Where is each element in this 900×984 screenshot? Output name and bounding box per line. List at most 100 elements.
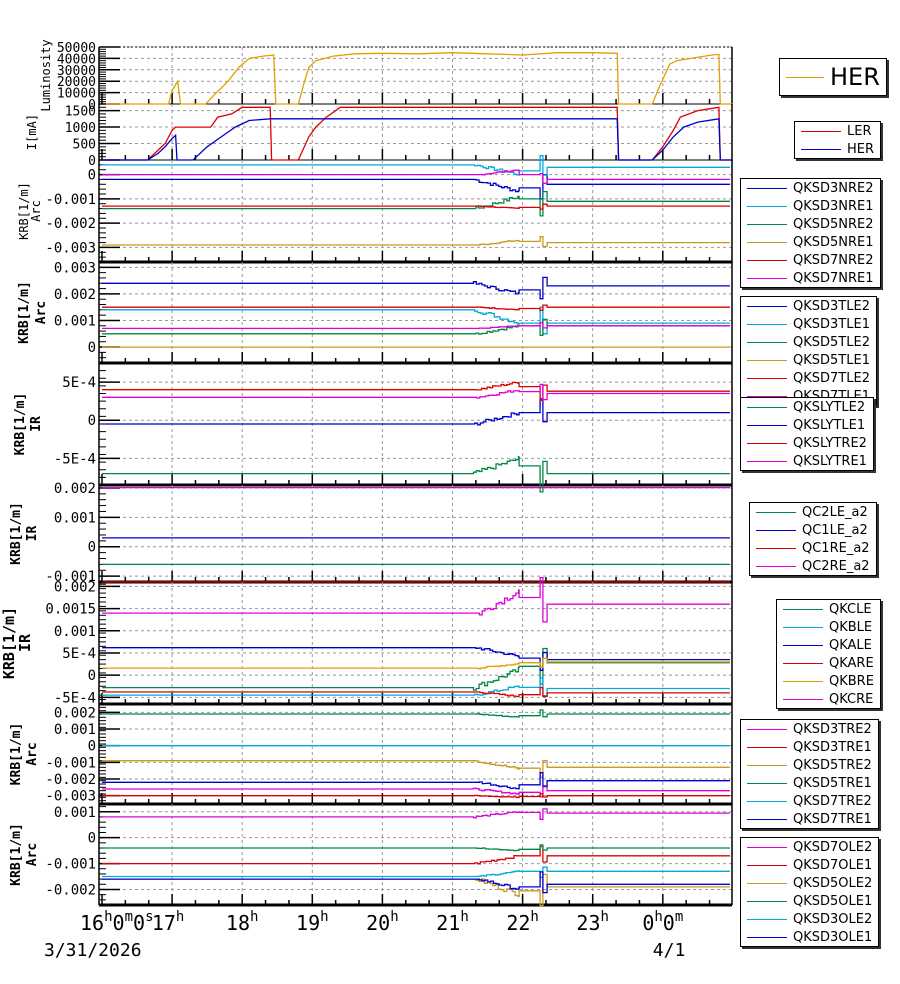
x-tick-label: 17h (152, 909, 185, 935)
legend-swatch (747, 406, 787, 408)
legend-entry: QKSD5TLE1 (741, 351, 876, 369)
legend-swatch (747, 918, 787, 920)
legend-swatch (747, 259, 787, 261)
series-line-qkslytre2 (102, 381, 730, 402)
legend-swatch (747, 460, 787, 462)
legend-entry: QKBLE (777, 618, 880, 636)
legend-label: QKSD3TRE2 (793, 721, 872, 737)
legend-swatch (783, 644, 823, 646)
y-tick-label: 0.002 (54, 705, 96, 721)
legend-entry: QKSD7TRE1 (741, 810, 878, 828)
legend-swatch (747, 846, 787, 848)
y-tick-label: 500 (73, 138, 96, 153)
y-axis-label: KRB[1/m] (9, 823, 24, 886)
legend-label: QKSD5TRE2 (793, 757, 872, 773)
series-line-qksd7nre1 (102, 169, 730, 184)
legend-label: QKSD7NRE1 (793, 270, 874, 286)
y-axis-label: Arc (29, 200, 43, 222)
legend-label: QKSD7OLE2 (793, 839, 873, 855)
series-line-qkcre (102, 576, 730, 623)
y-axis-label: I[mA] (25, 114, 39, 150)
legend-label: LER (847, 123, 872, 139)
legend-label: QKCRE (829, 691, 874, 707)
legend-entry: HER (780, 59, 886, 95)
legend-label: QKBLE (829, 619, 873, 635)
legend-entry: QKSLYTLE1 (741, 416, 873, 434)
legend-entry: QKSD3NRE1 (741, 197, 880, 215)
y-tick-label: 0.002 (54, 579, 96, 595)
legend-swatch (747, 277, 787, 279)
series-line-qksd3ole2 (102, 866, 730, 879)
y-axis-label: KRB[1/m] (9, 502, 24, 565)
legend-ir3: QKCLE QKBLE QKALE QKARE QKBRE QKCRE (776, 599, 881, 709)
legend-swatch (756, 565, 796, 567)
series-line-qksd5ole1 (102, 844, 730, 852)
legend-entry: QKSD7OLE2 (741, 838, 878, 856)
legend-swatch (747, 395, 787, 397)
legend-label: QC1LE_a2 (802, 522, 868, 538)
y-axis-label: KRB[1/m] (17, 182, 31, 240)
legend-entry: QKSD5NRE1 (741, 233, 880, 251)
y-tick-label: 0.001 (54, 313, 96, 329)
legend-label: QKBRE (829, 673, 874, 689)
legend-entry: HER (795, 140, 880, 158)
legend-swatch (783, 626, 823, 628)
legend-label: QKSLYTRE1 (793, 453, 867, 469)
series-line-qksd7ole2 (102, 808, 730, 820)
series-line-qksd5tre1 (102, 709, 730, 718)
y-axis-label: IR (29, 416, 44, 432)
y-tick-label: 0 (88, 168, 96, 184)
legend-entry: QKSLYTLE2 (741, 398, 873, 416)
y-tick-label: -5E-4 (54, 690, 96, 706)
legend-swatch (747, 882, 787, 884)
y-tick-label: 0.003 (54, 260, 96, 276)
legend-swatch (786, 76, 824, 78)
y-tick-label: 30000 (57, 64, 96, 79)
series-line-qkslytre1 (102, 383, 730, 401)
legend-swatch (747, 323, 787, 325)
legend-swatch (783, 680, 823, 682)
panel-arc4: -0.002 -0.001 0 0.001 KRB[1/m] Arc (9, 804, 733, 907)
series-line-qksd3tre1 (102, 793, 730, 799)
legend-label: QKSD5TLE1 (793, 352, 870, 368)
series-line-her (102, 52, 733, 105)
panel-ir2: -0.001 0 0.001 0.002 KRB[1/m] IR (9, 481, 733, 585)
legend-swatch (747, 241, 787, 243)
legend-entry: QKSD3TRE1 (741, 738, 878, 756)
y-axis-label: IR (25, 526, 40, 542)
legend-label: HER (830, 63, 880, 91)
legend-swatch (747, 442, 787, 444)
legend-swatch (747, 818, 787, 820)
panel-ir3: -5E-4 0 5E-4 0.001 0.0015 0.002 KRB[1/m]IR (0, 576, 733, 706)
legend-swatch (747, 728, 787, 730)
series-line-qksd7tle2 (102, 304, 730, 312)
y-tick-label: 0 (88, 739, 96, 755)
y-tick-label: -0.001 (45, 755, 96, 771)
legend-entry: LER (795, 122, 880, 140)
legend-entry: QKBRE (777, 672, 880, 690)
x-tick-label: 20h (366, 909, 399, 935)
y-tick-label: 0 (88, 98, 96, 113)
y-tick-label: -0.002 (45, 772, 96, 788)
series-line-qkslytle2 (102, 456, 730, 493)
series-line-qksd5tre2 (102, 760, 730, 778)
series-line-her (102, 118, 733, 161)
legend-label: QKSLYTLE1 (793, 417, 866, 433)
legend-swatch (801, 148, 841, 150)
y-tick-label: -0.001 (45, 569, 96, 585)
legend-entry: QKSD5TRE1 (741, 774, 878, 792)
series-line-qksd3ole1 (102, 871, 730, 894)
x-tick-label: 23h (576, 909, 609, 935)
legend-ir1: QKSLYTLE2 QKSLYTLE1 QKSLYTRE2 QKSLYTRE1 (740, 397, 874, 471)
legend-label: QKSD7NRE2 (793, 252, 874, 268)
legend-swatch (747, 900, 787, 902)
legend-entry: QKSD5TLE2 (741, 333, 876, 351)
legend-label: QKSD7TLE2 (793, 370, 870, 386)
y-tick-label: 0.001 (54, 624, 96, 640)
series-line-ler (102, 106, 733, 161)
legend-entry: QKSD3TLE2 (741, 297, 876, 315)
legend-entry: QKSD7TLE2 (741, 369, 876, 387)
